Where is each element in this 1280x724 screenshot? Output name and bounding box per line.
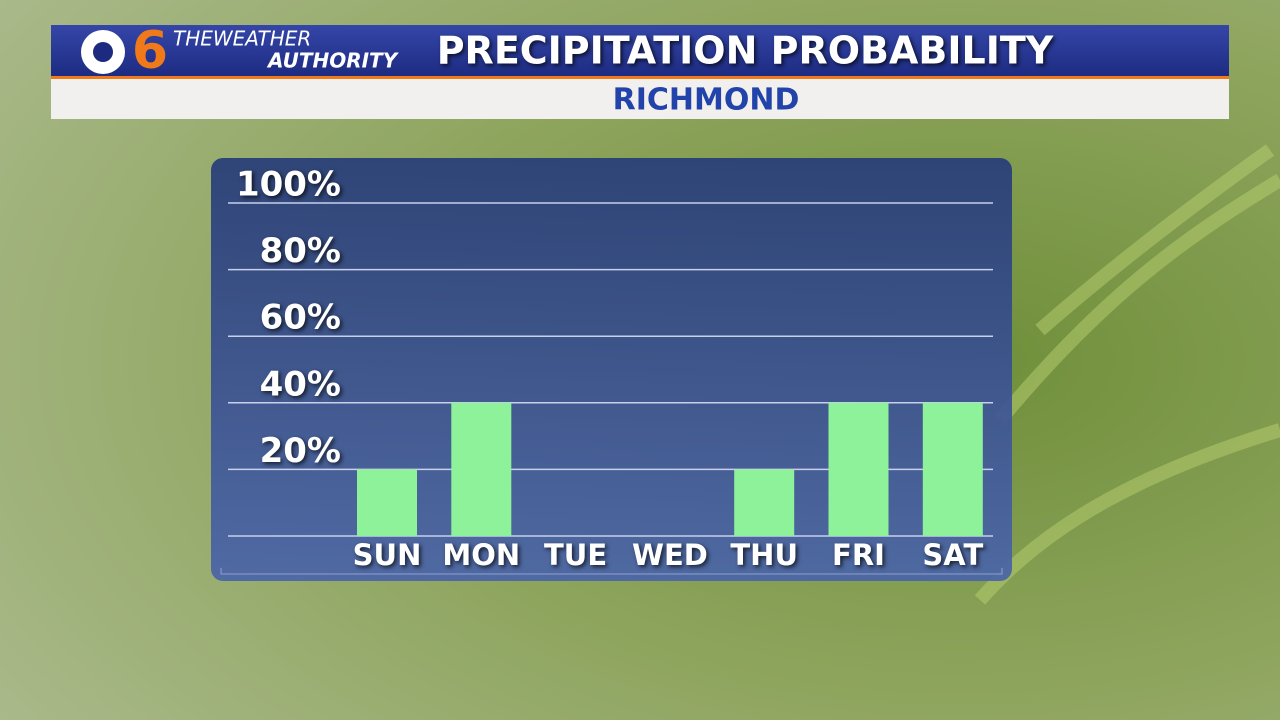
- bar: [734, 469, 795, 536]
- y-tick-label: 100%: [236, 165, 341, 205]
- x-tick-label: TUE: [544, 538, 607, 572]
- panel-edge: [220, 568, 1003, 575]
- x-tick-label: SUN: [353, 538, 422, 572]
- y-tick-label: 20%: [260, 431, 341, 471]
- logo-pupil: [93, 42, 113, 62]
- x-tick-label: FRI: [832, 538, 885, 572]
- x-tick-label: WED: [632, 538, 708, 572]
- banner-stripe: [51, 76, 1229, 79]
- bar: [357, 469, 417, 536]
- x-tick-label: SAT: [922, 538, 983, 572]
- logo-line2: AUTHORITY: [266, 49, 400, 73]
- bar: [922, 402, 983, 536]
- x-tick-label: MON: [442, 538, 520, 572]
- chart-title: PRECIPITATION PROBABILITY: [437, 29, 1054, 73]
- y-tick-label: 40%: [260, 364, 341, 404]
- y-tick-label: 80%: [260, 231, 341, 271]
- x-tick-label: THU: [730, 538, 798, 572]
- logo-line1: THEWEATHER: [173, 27, 311, 51]
- chart-subtitle: RICHMOND: [613, 83, 800, 118]
- bar: [451, 402, 512, 536]
- bar: [828, 402, 889, 536]
- logo-number: 6: [132, 21, 168, 81]
- banner: [51, 25, 1229, 78]
- subtitle-strip: [51, 79, 1229, 119]
- y-tick-label: 60%: [260, 298, 341, 338]
